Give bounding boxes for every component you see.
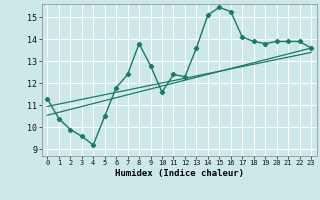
X-axis label: Humidex (Indice chaleur): Humidex (Indice chaleur) <box>115 169 244 178</box>
